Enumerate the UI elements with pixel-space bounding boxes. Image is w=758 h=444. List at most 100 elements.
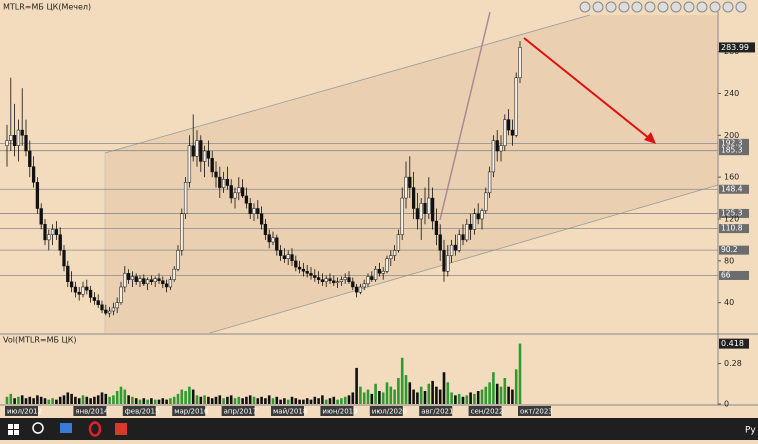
candle-body (457, 234, 461, 251)
volume-bar (442, 372, 446, 404)
volume-bar (43, 398, 47, 404)
channel-upper (104, 14, 591, 154)
volume-bar (5, 396, 9, 404)
x-label-bg (5, 406, 38, 416)
candle-body (115, 302, 119, 309)
app-icon[interactable] (115, 423, 127, 435)
candle-body (100, 304, 104, 311)
candle-body (126, 273, 131, 280)
volume-bar (324, 399, 328, 404)
volume-bar (305, 398, 309, 404)
candle-body (240, 187, 245, 197)
candle-body (134, 276, 138, 282)
candle-body (362, 283, 366, 288)
candle-body (343, 277, 347, 280)
candle-body (172, 268, 176, 280)
opera-icon[interactable] (88, 421, 102, 437)
tool-button[interactable] (579, 1, 591, 13)
volume-bar (419, 386, 423, 404)
volume-bar (332, 396, 336, 404)
y-tick-label: 120 (724, 214, 739, 223)
candle-body (81, 286, 85, 295)
candle-body (294, 260, 298, 268)
candle-body (419, 203, 423, 220)
start-button[interactable] (8, 424, 19, 435)
tool-button[interactable] (670, 1, 682, 13)
volume-bar (435, 386, 438, 404)
candle-body (465, 223, 469, 241)
volume-bar (39, 396, 43, 404)
volume-bar (355, 367, 358, 404)
volume-bar (119, 386, 123, 404)
volume-bar (233, 398, 237, 404)
volume-bar (267, 395, 271, 404)
volume-bar (70, 393, 73, 404)
tool-button[interactable] (696, 1, 708, 13)
volume-bar (138, 399, 142, 404)
candle-body (130, 276, 135, 280)
candle-body (275, 237, 279, 251)
candle-body (119, 286, 123, 303)
volume-bar (321, 395, 324, 404)
candle-body (347, 277, 351, 282)
x-tick-label: мар/2016 (174, 408, 209, 416)
volume-bar (340, 398, 343, 404)
tool-button[interactable] (657, 1, 669, 13)
candle-body (461, 234, 465, 241)
candle-body (195, 140, 199, 157)
x-tick-label: июн/2019 (322, 408, 357, 416)
volume-bar (503, 378, 507, 404)
volume-bar (427, 383, 431, 404)
candle-body (16, 129, 21, 147)
candle-body (77, 291, 81, 295)
candle-body (39, 208, 43, 225)
candle-body (210, 158, 214, 173)
tool-button[interactable] (592, 1, 604, 13)
tool-button[interactable] (709, 1, 721, 13)
candle-body (404, 176, 408, 199)
volume-bar (347, 395, 351, 404)
volume-bar (359, 386, 362, 404)
app-icon[interactable] (60, 423, 72, 433)
candle-body (62, 250, 66, 267)
volume-bar (112, 395, 115, 404)
tool-button[interactable] (618, 1, 630, 13)
candle-body (487, 171, 492, 194)
volume-bar (416, 392, 419, 404)
volume-bar (275, 396, 279, 404)
candle-body (85, 286, 89, 291)
candle-body (123, 273, 127, 288)
search-icon[interactable] (32, 422, 44, 434)
volume-bar (423, 391, 427, 404)
candle-body (309, 273, 313, 276)
candle-body (449, 244, 454, 256)
volume-bar (55, 399, 58, 404)
volume-bar (96, 395, 100, 404)
candle-body (484, 192, 488, 211)
volume-bar (362, 392, 366, 404)
candle-body (111, 307, 116, 312)
tool-button[interactable] (683, 1, 695, 13)
volume-title: Vol(MTLR=МБ ЦК) (3, 336, 77, 345)
x-label-bg (122, 406, 156, 416)
candle-body (381, 271, 385, 274)
candle-body (221, 178, 226, 188)
volume-bar (146, 399, 149, 404)
x-tick-label: окт/2023 (520, 408, 553, 416)
tool-button[interactable] (644, 1, 656, 13)
candle-body (43, 223, 47, 241)
candle-body (206, 150, 211, 159)
candle-body (256, 208, 260, 214)
tool-button[interactable] (605, 1, 617, 13)
volume-bar (514, 369, 518, 404)
tool-button[interactable] (631, 1, 643, 13)
candle-body (5, 140, 9, 147)
volume-bar (336, 399, 339, 404)
level-label-bg (719, 245, 749, 255)
tool-button[interactable] (722, 1, 734, 13)
volume-bar (89, 398, 92, 404)
volume-bar (222, 398, 225, 404)
tool-button[interactable] (735, 1, 747, 13)
candle-body (248, 203, 252, 215)
